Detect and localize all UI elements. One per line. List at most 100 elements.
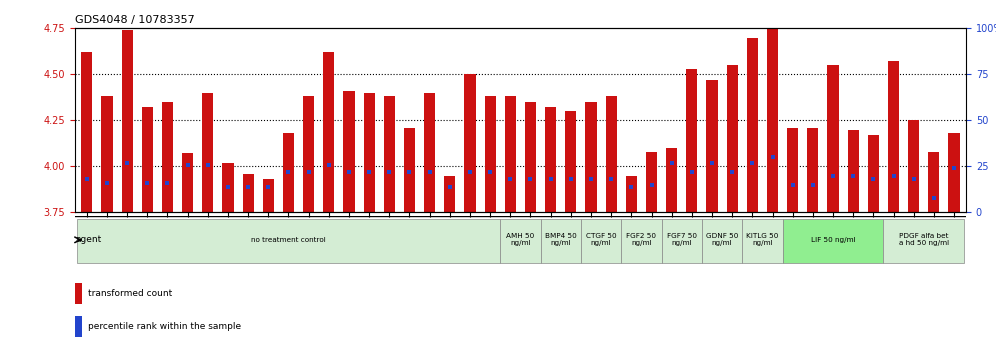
Point	[926, 195, 942, 200]
Point	[179, 162, 195, 167]
Bar	[404, 128, 415, 212]
Point	[643, 182, 659, 188]
Bar	[848, 130, 859, 212]
Point	[442, 184, 458, 189]
Text: GDS4048 / 10783357: GDS4048 / 10783357	[75, 15, 194, 25]
Point	[281, 169, 297, 175]
Point	[765, 154, 781, 160]
Point	[846, 173, 862, 178]
Bar	[928, 152, 939, 212]
Text: transformed count: transformed count	[88, 289, 172, 298]
Bar	[545, 108, 556, 212]
Bar	[808, 128, 819, 212]
Bar	[222, 163, 233, 212]
Bar	[102, 96, 113, 212]
Bar	[202, 93, 213, 212]
Text: LIF 50 ng/ml: LIF 50 ng/ml	[811, 237, 856, 243]
Bar	[646, 152, 657, 212]
Point	[220, 184, 236, 189]
Point	[684, 169, 700, 175]
Bar	[727, 65, 738, 212]
Point	[482, 169, 498, 175]
Bar	[424, 93, 435, 212]
Point	[604, 176, 620, 182]
Bar	[586, 102, 597, 212]
Bar	[162, 102, 173, 212]
Point	[885, 173, 901, 178]
Text: no treatment control: no treatment control	[251, 237, 326, 243]
Point	[462, 169, 478, 175]
Point	[120, 160, 135, 166]
FancyBboxPatch shape	[883, 219, 964, 263]
Point	[301, 169, 317, 175]
Bar	[82, 52, 93, 212]
Bar	[787, 128, 798, 212]
Text: PDGF alfa bet
a hd 50 ng/ml: PDGF alfa bet a hd 50 ng/ml	[898, 233, 949, 246]
Text: FGF7 50
ng/ml: FGF7 50 ng/ml	[666, 233, 697, 246]
Point	[99, 180, 115, 186]
Point	[785, 182, 801, 188]
Bar	[243, 174, 254, 212]
Point	[381, 169, 397, 175]
Text: CTGF 50
ng/ml: CTGF 50 ng/ml	[586, 233, 617, 246]
Text: FGF2 50
ng/ml: FGF2 50 ng/ml	[626, 233, 656, 246]
Point	[724, 169, 740, 175]
Point	[825, 173, 841, 178]
Point	[805, 182, 821, 188]
Bar	[75, 283, 83, 304]
Point	[583, 176, 599, 182]
Text: percentile rank within the sample: percentile rank within the sample	[88, 321, 241, 331]
Point	[341, 169, 357, 175]
Point	[905, 176, 921, 182]
Point	[744, 160, 760, 166]
FancyBboxPatch shape	[581, 219, 622, 263]
Point	[563, 176, 579, 182]
Point	[240, 184, 256, 189]
Point	[321, 162, 337, 167]
Bar	[666, 148, 677, 212]
Point	[502, 176, 518, 182]
FancyBboxPatch shape	[783, 219, 883, 263]
Point	[663, 160, 679, 166]
Point	[866, 176, 881, 182]
FancyBboxPatch shape	[742, 219, 783, 263]
Bar	[686, 69, 697, 212]
Bar	[263, 179, 274, 212]
Text: KITLG 50
ng/ml: KITLG 50 ng/ml	[746, 233, 779, 246]
Bar	[868, 135, 878, 212]
Bar	[566, 111, 577, 212]
Bar	[344, 91, 355, 212]
Bar	[767, 0, 778, 212]
Bar	[828, 65, 839, 212]
Bar	[283, 133, 294, 212]
FancyBboxPatch shape	[622, 219, 661, 263]
Text: AMH 50
ng/ml: AMH 50 ng/ml	[506, 233, 535, 246]
Bar	[141, 108, 152, 212]
Point	[623, 184, 639, 189]
FancyBboxPatch shape	[661, 219, 702, 263]
Point	[362, 169, 377, 175]
FancyBboxPatch shape	[702, 219, 742, 263]
Point	[543, 176, 559, 182]
Bar	[747, 38, 758, 212]
Bar	[182, 154, 193, 212]
Bar	[303, 96, 314, 212]
FancyBboxPatch shape	[500, 219, 541, 263]
Point	[401, 169, 417, 175]
Bar	[464, 74, 475, 212]
Bar	[75, 316, 83, 337]
Point	[200, 162, 216, 167]
Point	[79, 176, 95, 182]
Point	[946, 165, 962, 171]
Point	[139, 180, 155, 186]
Bar	[122, 30, 132, 212]
Bar	[948, 133, 959, 212]
Point	[260, 184, 276, 189]
FancyBboxPatch shape	[541, 219, 581, 263]
Bar	[625, 176, 636, 212]
Text: GDNF 50
ng/ml: GDNF 50 ng/ml	[706, 233, 738, 246]
FancyBboxPatch shape	[77, 219, 500, 263]
Bar	[383, 96, 394, 212]
Bar	[364, 93, 374, 212]
Bar	[606, 96, 617, 212]
